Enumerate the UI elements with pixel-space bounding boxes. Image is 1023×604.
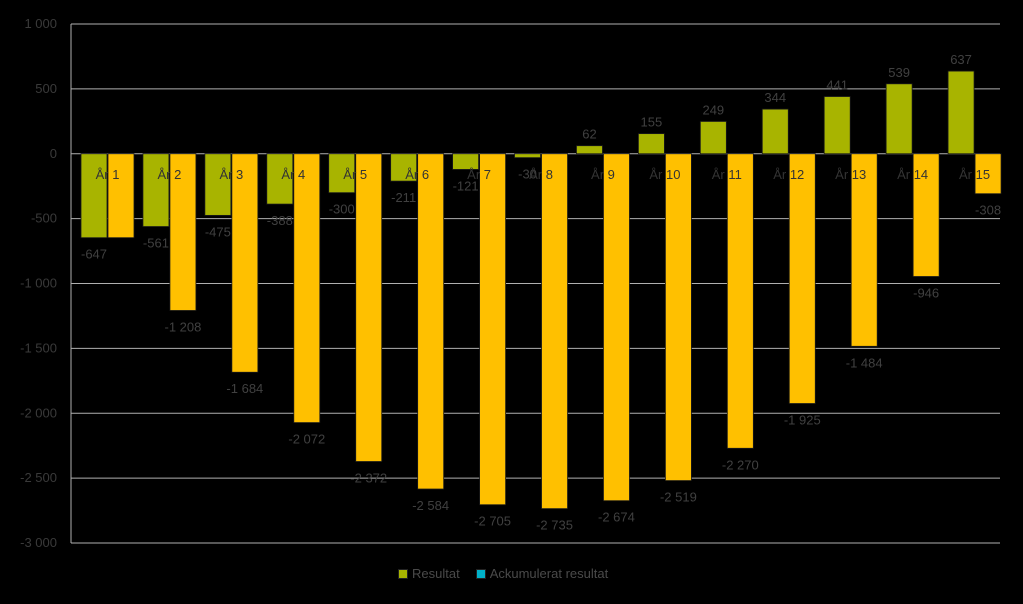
chart-legend: Resultat Ackumulerat resultat: [398, 566, 618, 581]
x-tick-label: År 12: [773, 167, 804, 182]
bar: [390, 153, 418, 182]
data-label: 441: [826, 78, 848, 93]
bar: [576, 145, 603, 155]
bar: [885, 83, 913, 155]
x-tick-label: År 3: [219, 167, 243, 182]
legend-item-ackumulerat: Ackumulerat resultat: [475, 566, 609, 581]
bar: [947, 70, 975, 155]
data-label: -2 372: [350, 471, 387, 486]
bar: [355, 153, 383, 462]
bar: [142, 153, 170, 227]
bar: [823, 96, 851, 155]
data-label: -2 584: [412, 498, 449, 513]
data-label: -2 072: [288, 432, 325, 447]
x-tick-label: År 2: [158, 167, 182, 182]
data-label: 155: [641, 115, 663, 130]
data-label: -1 925: [784, 413, 821, 428]
data-label: -300: [329, 202, 355, 217]
bar: [850, 153, 878, 347]
y-tick-label: -1 500: [20, 340, 57, 355]
x-tick-label: År 1: [96, 167, 120, 182]
y-tick-label: 1 000: [24, 16, 57, 31]
x-tick-label: År 13: [835, 167, 866, 182]
data-label: -2 705: [474, 514, 511, 529]
bar: [665, 153, 692, 481]
bar: [452, 153, 480, 170]
x-tick-label: År 11: [712, 167, 742, 182]
legend-label-ackumulerat: Ackumulerat resultat: [489, 566, 609, 581]
bar: [328, 153, 356, 194]
data-label: -1 208: [164, 319, 201, 334]
bar: [699, 121, 727, 155]
bar: [417, 153, 445, 490]
data-label: -308: [975, 203, 1001, 218]
x-tick-label: År 14: [897, 167, 928, 182]
data-label: -2 674: [598, 510, 635, 525]
x-tick-label: År 5: [343, 167, 367, 182]
data-label: -2 735: [536, 518, 573, 533]
y-tick-label: -3 000: [20, 535, 57, 550]
x-tick-label: År 6: [405, 167, 429, 182]
bar: [726, 153, 754, 449]
x-tick-label: År 9: [591, 167, 615, 182]
x-tick-label: År 10: [649, 167, 680, 182]
bar: [638, 133, 665, 155]
legend-item-resultat: Resultat: [398, 566, 460, 581]
bar: [514, 153, 541, 159]
bar: [204, 153, 232, 216]
data-label: -211: [391, 190, 416, 205]
x-tick-label: År 4: [281, 167, 305, 182]
bar: [231, 153, 259, 373]
bar: [266, 153, 294, 205]
bar: [80, 153, 108, 239]
bar: [479, 153, 507, 506]
data-label: -30: [518, 167, 537, 182]
bar: [293, 153, 321, 423]
bar: [974, 153, 1002, 195]
bar: [603, 153, 630, 502]
y-tick-label: -2 000: [20, 405, 57, 420]
y-tick-label: 500: [35, 81, 57, 96]
bar: [169, 153, 197, 311]
data-label: 249: [702, 102, 724, 117]
y-tick-label: 0: [50, 146, 57, 161]
data-label: 344: [764, 90, 786, 105]
bar: [541, 153, 568, 510]
data-label: -946: [913, 285, 939, 300]
legend-swatch-resultat: [398, 568, 408, 579]
y-tick-label: -500: [31, 211, 57, 226]
bar: [912, 153, 940, 277]
x-tick-label: År 7: [467, 167, 491, 182]
x-tick-label: År 8: [529, 167, 553, 182]
data-label: -2 519: [660, 490, 697, 505]
data-label: 62: [582, 127, 596, 142]
bar: [107, 153, 135, 239]
data-label: -388: [267, 213, 293, 228]
y-tick-label: -2 500: [20, 470, 57, 485]
data-label: 637: [950, 52, 972, 67]
legend-label-resultat: Resultat: [412, 566, 460, 581]
data-label: -647: [81, 247, 107, 262]
y-tick-label: -1 000: [20, 276, 57, 291]
data-label: -475: [205, 224, 231, 239]
data-label: -561: [143, 236, 169, 251]
legend-swatch-ackumulerat: [475, 568, 486, 579]
data-label: -1 484: [846, 355, 883, 370]
bar: [788, 153, 816, 404]
x-tick-label: År 15: [959, 167, 990, 182]
data-label: -2 270: [722, 457, 759, 472]
bar: [761, 108, 789, 155]
data-label: -1 684: [226, 381, 263, 396]
data-label: 539: [888, 65, 910, 80]
data-label: -121: [453, 178, 479, 193]
